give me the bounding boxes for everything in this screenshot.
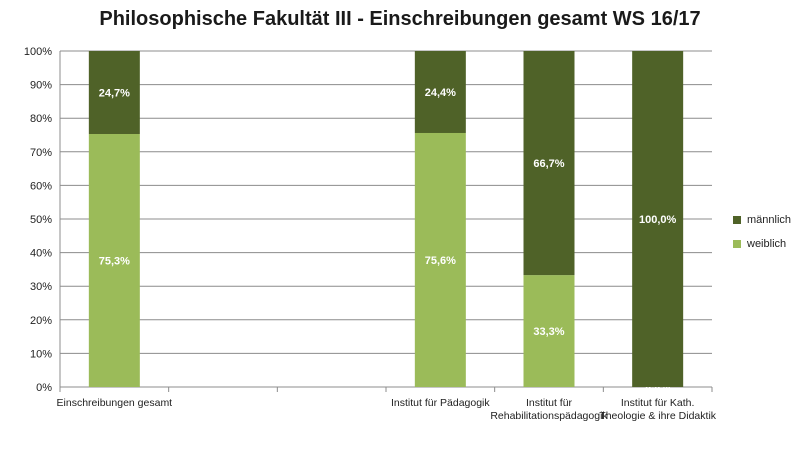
x-category-label: Institut für — [526, 397, 573, 409]
legend-item-maennlich: männlich — [733, 214, 791, 226]
data-label: 75,6% — [425, 255, 456, 267]
x-category-label: Institut für Pädagogik — [391, 397, 490, 409]
bar-weiblich-0 — [88, 133, 140, 387]
y-tick-label: 10% — [30, 348, 52, 360]
bar-mnnlich-0 — [88, 51, 140, 134]
y-tick-label: 90% — [30, 80, 52, 92]
bar-mnnlich-4 — [523, 51, 575, 276]
data-label: 33,3% — [533, 326, 564, 338]
y-tick-label: 70% — [30, 147, 52, 159]
legend-label-maennlich: männlich — [747, 214, 792, 226]
data-label: 24,4% — [425, 87, 456, 99]
bar-mnnlich-5 — [632, 51, 684, 387]
y-tick-label: 80% — [30, 113, 52, 125]
y-tick-label: 0% — [36, 382, 52, 394]
bar-weiblich-3 — [414, 132, 466, 387]
data-label: 100,0% — [639, 214, 677, 226]
y-tick-label: 40% — [30, 248, 52, 260]
bar-weiblich-4 — [523, 275, 575, 387]
y-tick-label: 20% — [30, 315, 52, 327]
x-category-label: Institut für Kath. — [621, 397, 695, 409]
bar-mnnlich-3 — [414, 51, 466, 133]
x-category-label: Einschreibungen gesamt — [57, 397, 173, 409]
y-tick-label: 50% — [30, 214, 52, 226]
x-category-label: Rehabilitationspädagogik — [490, 410, 608, 422]
legend-swatch-maennlich — [733, 216, 741, 225]
data-label: 66,7% — [533, 158, 564, 170]
legend-label-weiblich: weiblich — [747, 238, 787, 250]
data-label: 24,7% — [99, 87, 130, 99]
data-label: 75,3% — [99, 255, 130, 267]
legend-item-weiblich: weiblich — [733, 238, 786, 250]
chart-title: Philosophische Fakultät III - Einschreib… — [99, 8, 701, 30]
x-category-label: Theologie & ihre Didaktik — [599, 410, 716, 422]
y-tick-label: 60% — [30, 180, 52, 192]
y-tick-label: 30% — [30, 281, 52, 293]
legend-swatch-weiblich — [733, 240, 741, 249]
y-tick-label: 100% — [24, 46, 52, 58]
